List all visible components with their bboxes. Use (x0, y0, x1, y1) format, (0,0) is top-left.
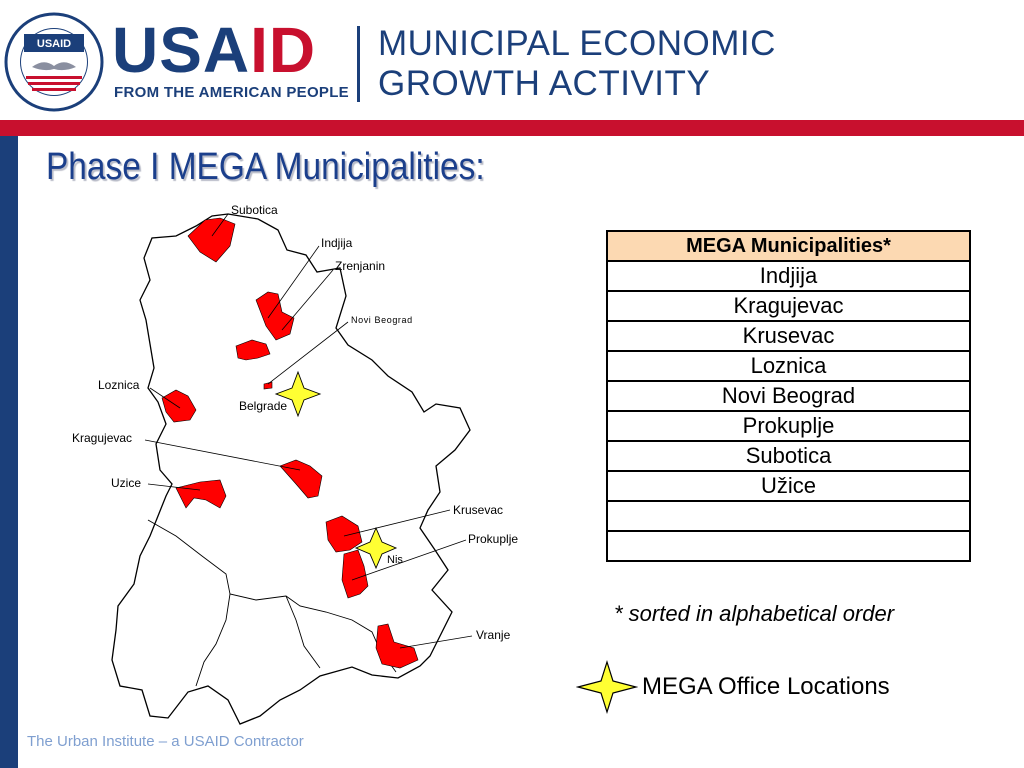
label-uzice: Uzice (111, 476, 141, 490)
label-krusevac: Krusevac (453, 503, 503, 517)
table-row: Kragujevac (606, 290, 971, 322)
table-cell: Loznica (606, 350, 971, 382)
left-accent-bar (0, 136, 18, 768)
label-nis: Nis (387, 554, 403, 566)
footer-credit: The Urban Institute – a USAID Contractor (27, 733, 304, 750)
usaid-seal-icon: USAID (4, 12, 104, 112)
table-cell: Subotica (606, 440, 971, 472)
table-row: Krusevac (606, 320, 971, 352)
header-banner: USAID USAID FROM THE AMERICAN PEOPLE MUN… (0, 0, 1024, 120)
municipality-krusevac (325, 515, 363, 553)
municipality-kragujevac (279, 459, 323, 499)
office-star-nis-icon (354, 526, 398, 570)
municipality-zrenjanin (235, 339, 271, 361)
table-row: Loznica (606, 350, 971, 382)
label-kragujevac: Kragujevac (72, 431, 132, 445)
table-cell: Užice (606, 470, 971, 502)
office-star-legend-icon (576, 660, 638, 714)
table-cell: Indjija (606, 260, 971, 292)
label-prokuplje: Prokuplje (468, 532, 518, 546)
table-header-row: MEGA Municipalities* (606, 230, 971, 262)
table-cell: Kragujevac (606, 290, 971, 322)
table-row (606, 530, 971, 562)
municipality-uzice (175, 479, 227, 509)
table-cell (606, 530, 971, 562)
label-indjija: Indjija (321, 236, 353, 250)
legend-label: MEGA Office Locations (642, 673, 890, 700)
table-header: MEGA Municipalities* (606, 230, 971, 262)
usaid-wordmark: USAID (112, 14, 317, 86)
municipality-vranje (375, 623, 419, 669)
leader-lines (144, 213, 473, 649)
table-cell: Krusevac (606, 320, 971, 352)
municipality-indjija (255, 291, 295, 341)
table-row (606, 500, 971, 532)
label-novi-beograd: Novi Beograd (351, 315, 413, 325)
activity-name: MUNICIPAL ECONOMIC GROWTH ACTIVITY (378, 24, 776, 104)
table-row: Novi Beograd (606, 380, 971, 412)
table-row: Indjija (606, 260, 971, 292)
serbia-map: Subotica Indjija Zrenjanin Novi Beograd … (72, 203, 518, 725)
table-row: Subotica (606, 440, 971, 472)
header-red-stripe (0, 120, 1024, 136)
page-title: Phase I MEGA Municipalities: (46, 146, 485, 188)
internal-border (195, 593, 231, 687)
label-belgrade: Belgrade (239, 399, 287, 413)
usaid-tagline: FROM THE AMERICAN PEOPLE (114, 84, 349, 101)
seal-label: USAID (37, 38, 71, 50)
municipality-subotica (187, 217, 236, 263)
table-cell (606, 500, 971, 532)
label-loznica: Loznica (98, 378, 140, 392)
table-cell: Novi Beograd (606, 380, 971, 412)
municipality-loznica (161, 389, 197, 423)
office-star-belgrade-icon (274, 370, 322, 418)
municipality-prokuplje (341, 549, 369, 599)
activity-line-2: GROWTH ACTIVITY (378, 64, 711, 103)
mega-municipalities-table: MEGA Municipalities* Indjija Kragujevac … (606, 230, 971, 562)
table-row: Prokuplje (606, 410, 971, 442)
internal-border (285, 595, 321, 669)
activity-line-1: MUNICIPAL ECONOMIC (378, 24, 776, 63)
header-divider (357, 26, 360, 102)
table-row: Užice (606, 470, 971, 502)
table-cell: Prokuplje (606, 410, 971, 442)
label-zrenjanin: Zrenjanin (335, 259, 385, 273)
sort-note: * sorted in alphabetical order (614, 601, 895, 626)
label-vranje: Vranje (476, 628, 511, 642)
label-subotica: Subotica (231, 203, 278, 217)
